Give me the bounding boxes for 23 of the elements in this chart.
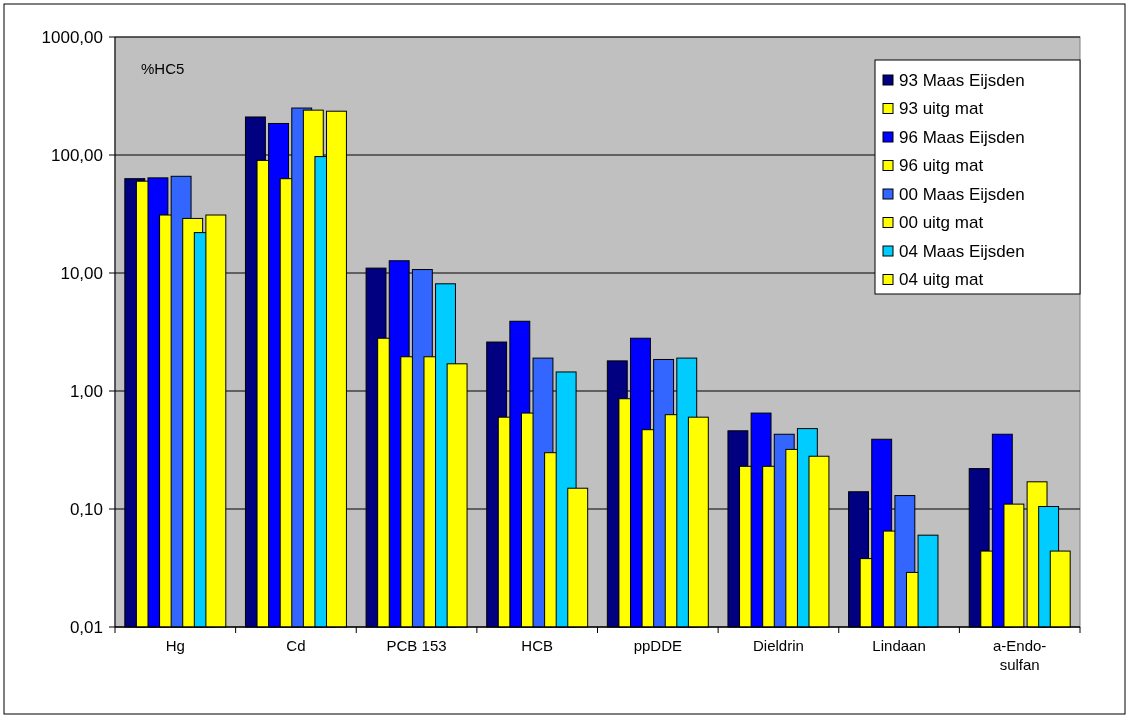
x-tick-label: Cd [286,637,306,654]
legend-label: 00 uitg mat [899,213,984,233]
legend-label: 96 uitg mat [899,156,984,176]
x-tick-label: a-Endo-sulfan [993,637,1047,673]
x-tick-label: ppDDE [633,637,682,654]
x-tick-label: HCB [521,637,554,654]
legend-label: 93 Maas Eijsden [899,70,1025,90]
y-tick-label: 1000,00 [41,27,103,47]
annotation: %HC5 [141,60,185,77]
x-tick-label: PCB 153 [386,637,447,654]
legend-label: 96 Maas Eijsden [899,127,1025,147]
legend-label: 00 Maas Eijsden [899,184,1025,204]
y-tick-label: 0,10 [69,499,103,519]
x-tick-label: Hg [165,637,185,654]
x-tick-label: Dieldrin [753,637,804,654]
y-tick-label: 1,00 [69,381,103,401]
legend-label: 93 uitg mat [899,99,984,119]
legend-label: 04 Maas Eijsden [899,241,1025,261]
x-tick-label: Lindaan [872,637,926,654]
y-tick-label: 0,01 [69,617,103,637]
legend-label: 04 uitg mat [899,270,984,290]
y-tick-label: 100,00 [51,145,103,165]
y-tick-label: 10,00 [60,263,103,283]
